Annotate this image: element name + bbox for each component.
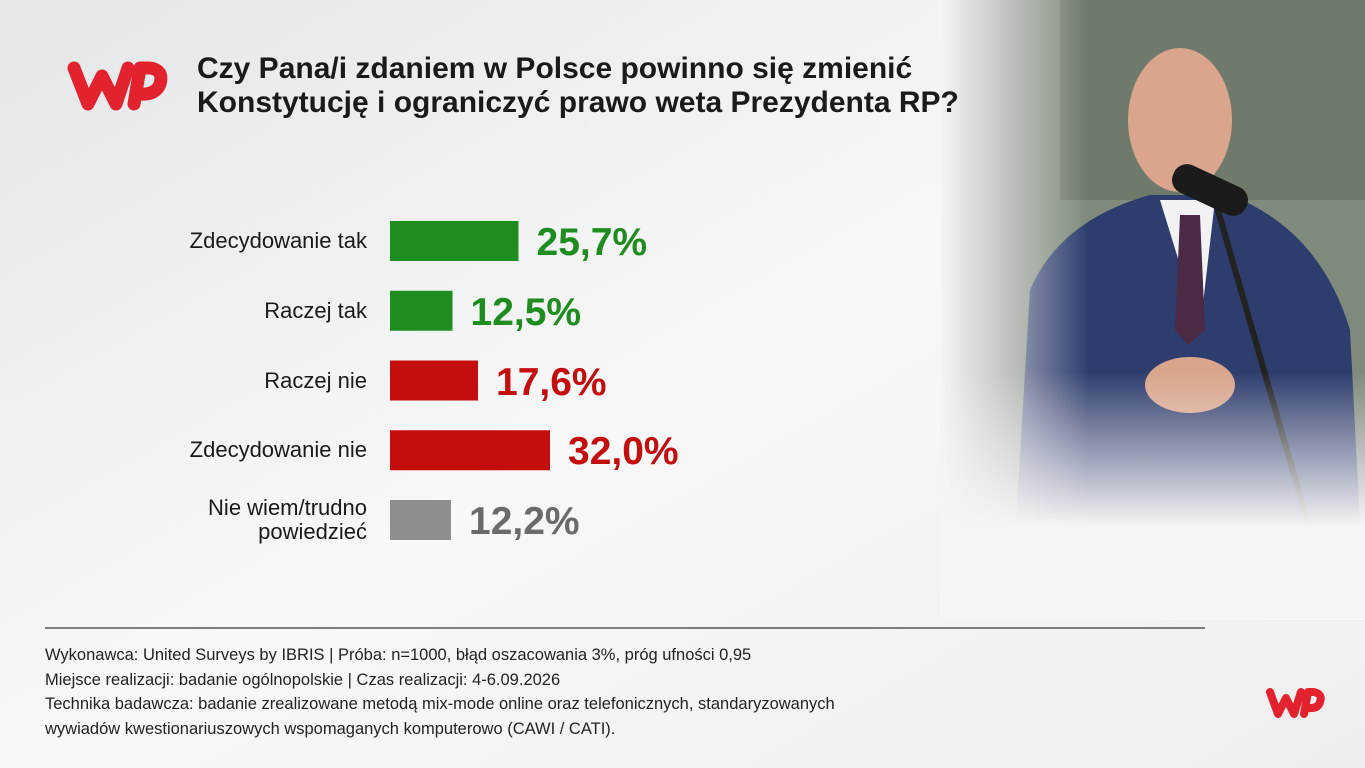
value-label: 17,6%	[496, 360, 607, 404]
category-label: Raczej tak	[264, 297, 367, 323]
value-label: 32,0%	[568, 430, 679, 474]
footnote: Wykonawca: United Surveys by IBRIS | Pró…	[45, 646, 752, 664]
category-label: Nie wiem/trudno powiedzieć	[208, 495, 367, 544]
category-label: Raczej nie	[264, 367, 367, 393]
logo	[67, 61, 1325, 718]
bar	[390, 221, 519, 261]
footnote: wywiadów kwestionariuszowych wspomaganyc…	[45, 720, 616, 739]
photo	[940, 0, 1365, 620]
value-label: 12,2%	[469, 500, 580, 543]
value-label: 12,5%	[470, 290, 582, 334]
chart-title: Czy Pana/i zdaniem w Polsce powinno się …	[197, 52, 959, 119]
bar	[390, 430, 550, 471]
footnote: Technika badawcza: badanie zrealizowane …	[45, 695, 835, 714]
footnote: Miejsce realizacji: badanie ogólnopolski…	[45, 670, 561, 689]
bar	[390, 360, 478, 401]
category-label: Zdecydowanie tak	[189, 228, 367, 253]
category-label: Zdecydowanie nie	[189, 437, 367, 463]
bar	[390, 290, 453, 331]
bar	[390, 500, 451, 540]
value-label: 25,7%	[536, 221, 648, 264]
